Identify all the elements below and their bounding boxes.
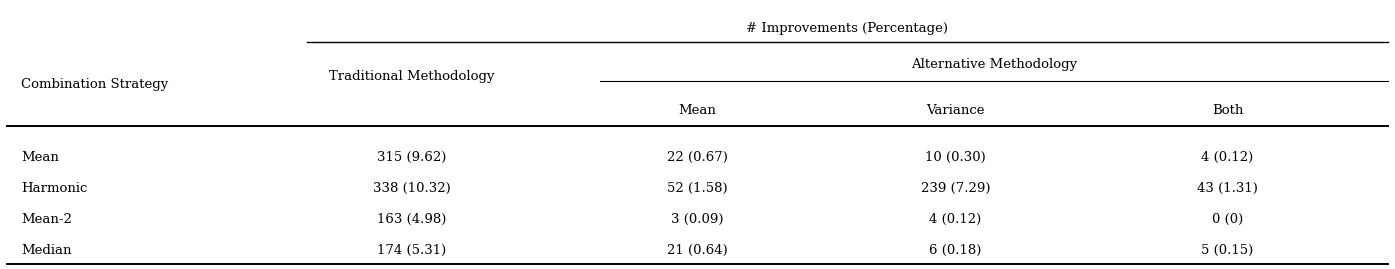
Text: Both: Both [1212,104,1243,117]
Text: Mean: Mean [21,151,59,164]
Text: 52 (1.58): 52 (1.58) [667,182,728,195]
Text: 6 (0.18): 6 (0.18) [929,244,982,257]
Text: 315 (9.62): 315 (9.62) [377,151,446,164]
Text: 4 (0.12): 4 (0.12) [929,213,982,226]
Text: Median: Median [21,244,71,257]
Text: 43 (1.31): 43 (1.31) [1197,182,1258,195]
Text: 239 (7.29): 239 (7.29) [921,182,990,195]
Text: 3 (0.09): 3 (0.09) [671,213,724,226]
Text: Traditional Methodology: Traditional Methodology [329,70,494,83]
Text: Mean-2: Mean-2 [21,213,71,226]
Text: 10 (0.30): 10 (0.30) [925,151,986,164]
Text: Mean: Mean [678,104,717,117]
Text: Variance: Variance [926,104,985,117]
Text: 5 (0.15): 5 (0.15) [1201,244,1254,257]
Text: Alternative Methodology: Alternative Methodology [911,58,1077,71]
Text: 4 (0.12): 4 (0.12) [1201,151,1254,164]
Text: 21 (0.64): 21 (0.64) [667,244,728,257]
Text: 174 (5.31): 174 (5.31) [377,244,446,257]
Text: 163 (4.98): 163 (4.98) [377,213,446,226]
Text: Harmonic: Harmonic [21,182,88,195]
Text: 0 (0): 0 (0) [1212,213,1243,226]
Text: 22 (0.67): 22 (0.67) [667,151,728,164]
Text: Combination Strategy: Combination Strategy [21,77,169,91]
Text: 338 (10.32): 338 (10.32) [372,182,451,195]
Text: # Improvements (Percentage): # Improvements (Percentage) [746,22,949,35]
